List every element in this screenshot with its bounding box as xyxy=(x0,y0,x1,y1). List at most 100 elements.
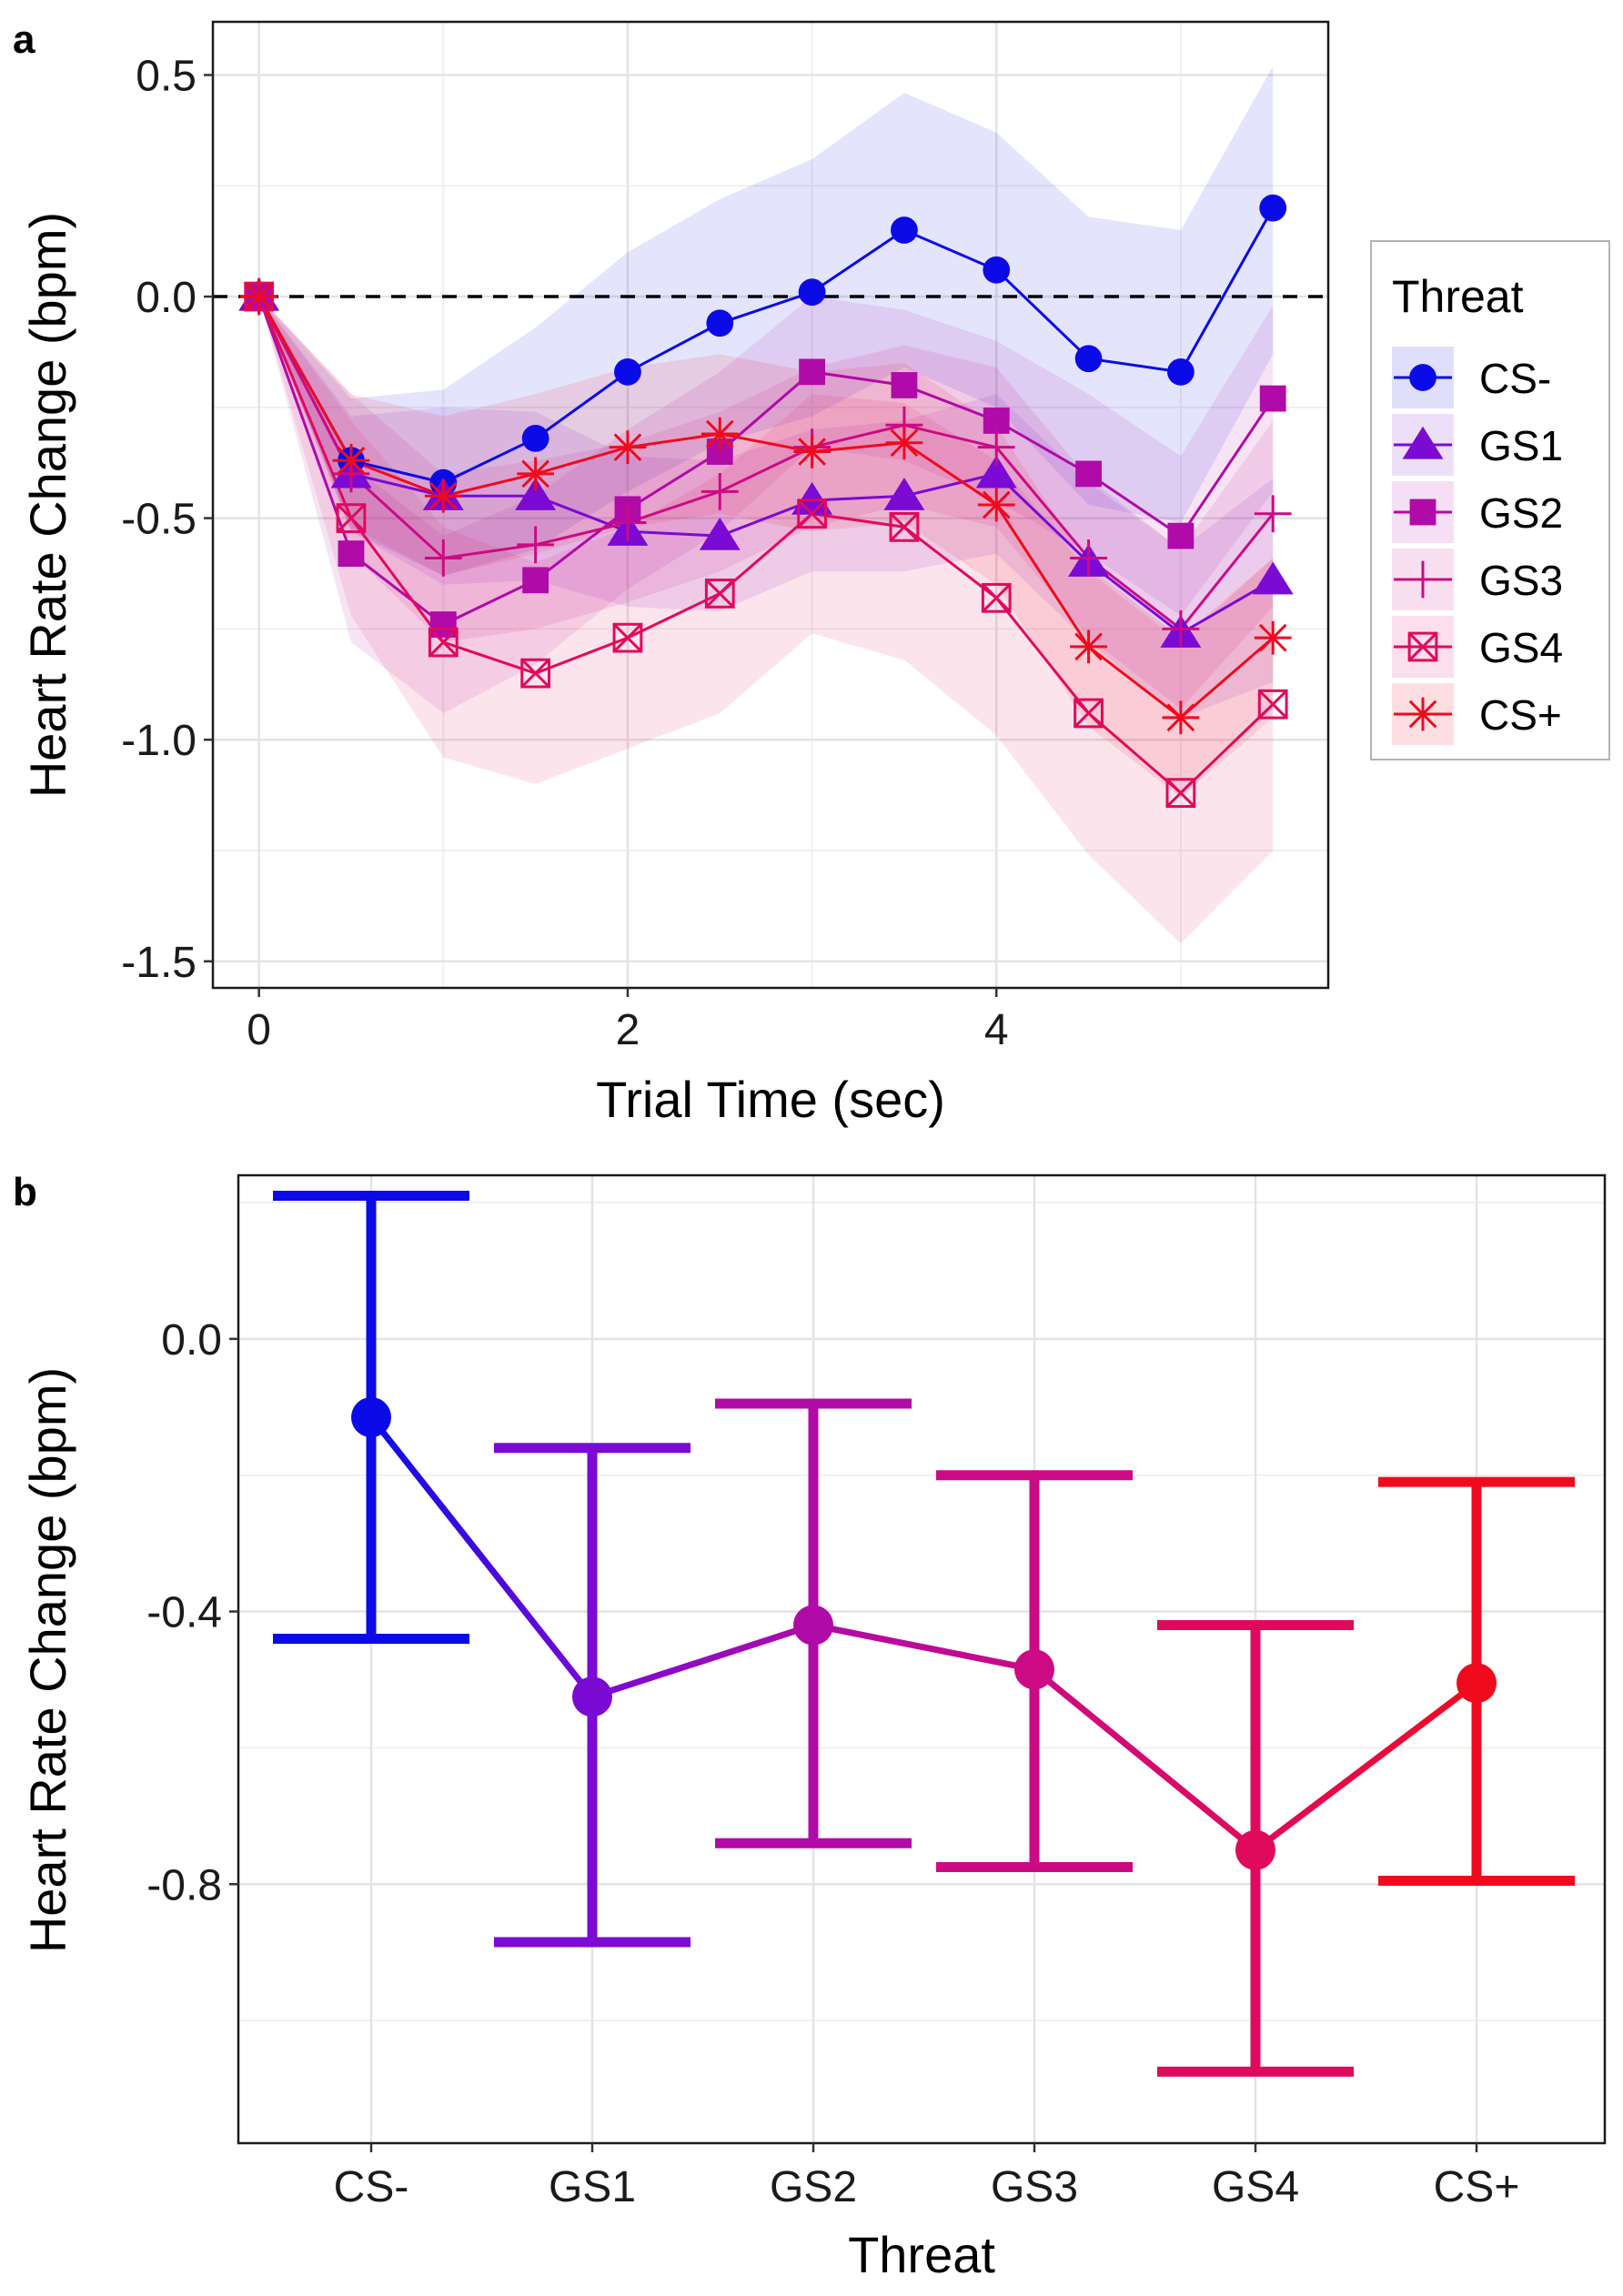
x-tick-label: GS1 xyxy=(549,2163,636,2211)
x-tick-label: CS- xyxy=(334,2163,409,2211)
y-tick-label: -1.0 xyxy=(121,717,197,765)
point-CS+-4 xyxy=(609,430,647,465)
legend: Threat CS- GS1 GS2 GS3 GS4 CS+ xyxy=(1370,240,1610,760)
mean-point-GS1 xyxy=(572,1677,612,1717)
mean-point-GS4 xyxy=(1235,1829,1275,1870)
point-GS4-7 xyxy=(889,511,920,542)
point-CS+-0 xyxy=(240,279,278,314)
point-CS+-8 xyxy=(977,488,1015,522)
point-CS+-9 xyxy=(1070,629,1107,664)
y-tick-label: -0.8 xyxy=(146,1861,222,1909)
point-CS+-2 xyxy=(424,478,462,513)
y-tick-label: 0.5 xyxy=(136,52,197,100)
ribbon-CS+ xyxy=(258,297,1274,798)
y-tick-label: 0.0 xyxy=(136,274,197,322)
point-GS4-5 xyxy=(704,579,735,609)
x-tick-label: CS+ xyxy=(1434,2163,1520,2211)
point-GS4-2 xyxy=(428,627,459,658)
mean-point-CS+ xyxy=(1457,1663,1497,1704)
panel-b-x-title: Threat xyxy=(848,2226,995,2283)
x-tick-label: 0 xyxy=(247,1006,271,1054)
point-CS--4 xyxy=(614,357,641,386)
panel-a-ribbons xyxy=(258,65,1274,944)
point-GS4-1 xyxy=(336,503,367,533)
panel-b-mean-line xyxy=(368,1415,1479,1853)
panel-b-error-bars xyxy=(273,1190,1575,2077)
mean-point-CS- xyxy=(351,1397,391,1437)
point-GS2-10 xyxy=(1167,522,1195,549)
panel-a-markers xyxy=(238,194,1294,809)
legend-item-GS3: GS3 xyxy=(1392,549,1563,610)
point-GS2-11 xyxy=(1259,385,1286,412)
mean-segment-3 xyxy=(1032,1667,1258,1853)
legend-marker-GS1 xyxy=(1402,426,1444,459)
legend-item-GS2: GS2 xyxy=(1392,481,1563,543)
point-GS3-9 xyxy=(1070,539,1107,577)
panel-a: a 0.5 0.0 -0.5 -1.0 -1.5 0 2 4 Trial Time (sec… xyxy=(13,17,1610,1128)
point-GS4-6 xyxy=(797,498,827,529)
point-GS2-6 xyxy=(799,358,825,386)
point-GS1-6 xyxy=(791,481,833,515)
legend-label: CS- xyxy=(1479,355,1551,402)
legend-marker-GS4 xyxy=(1407,631,1438,662)
point-CS--5 xyxy=(706,309,734,337)
ribbon-GS3 xyxy=(258,297,1274,710)
point-CS+-11 xyxy=(1254,620,1292,655)
panel-a-y-ticks: 0.5 0.0 -0.5 -1.0 -1.5 xyxy=(121,52,213,987)
legend-marker-GS3 xyxy=(1404,560,1442,599)
x-tick-label: GS2 xyxy=(770,2163,857,2211)
point-CS--9 xyxy=(1074,345,1103,373)
point-GS3-3 xyxy=(517,526,555,564)
ribbon-GS4 xyxy=(258,297,1274,944)
point-GS4-9 xyxy=(1074,698,1104,729)
x-tick-label: 2 xyxy=(616,1006,640,1054)
point-GS1-5 xyxy=(699,517,741,550)
point-GS4-4 xyxy=(612,622,643,653)
legend-item-GS1: GS1 xyxy=(1392,414,1563,476)
point-CS--3 xyxy=(521,425,549,452)
panel-b-grid xyxy=(238,1175,1605,2143)
panel-b-y-title: Heart Rate Change (bpm) xyxy=(19,1367,76,1953)
legend-label: GS3 xyxy=(1479,557,1563,604)
legend-marker-GS2 xyxy=(1409,498,1437,526)
legend-item-GS4: GS4 xyxy=(1392,616,1563,678)
panel-a-label: a xyxy=(13,17,35,62)
x-tick-label: 4 xyxy=(984,1006,1009,1054)
point-CS+-7 xyxy=(885,426,923,460)
point-CS--11 xyxy=(1259,194,1287,222)
y-tick-label: 0.0 xyxy=(161,1316,222,1365)
legend-item-CS-: CS- xyxy=(1392,347,1551,408)
ribbon-GS1 xyxy=(258,297,1274,718)
legend-label: GS1 xyxy=(1479,422,1563,469)
point-CS--10 xyxy=(1167,357,1195,386)
point-GS4-3 xyxy=(520,658,551,689)
point-GS3-10 xyxy=(1162,610,1200,648)
point-CS+-10 xyxy=(1162,700,1200,735)
panel-b: b 0.0-0.4-0.8 CS- GS1 GS2 GS3 GS4 CS+ Threat … xyxy=(13,1170,1607,2283)
point-GS2-3 xyxy=(522,567,549,594)
x-tick-label: GS3 xyxy=(991,2163,1078,2211)
point-GS1-11 xyxy=(1252,561,1294,595)
point-CS+-6 xyxy=(793,435,831,468)
legend-item-CS+: CS+ xyxy=(1392,683,1562,745)
point-GS1-8 xyxy=(975,455,1017,488)
point-CS+-5 xyxy=(701,417,739,451)
series-line-GS2 xyxy=(257,296,1275,627)
point-GS3-2 xyxy=(424,539,462,577)
panel-a-x-title: Trial Time (sec) xyxy=(596,1071,945,1128)
panel-a-x-ticks: 0 2 4 xyxy=(247,988,1009,1054)
mean-segment-4 xyxy=(1253,1680,1479,1853)
point-GS3-8 xyxy=(977,428,1015,467)
mean-segment-0 xyxy=(368,1415,595,1699)
panel-b-x-ticks: CS- GS1 GS2 GS3 GS4 CS+ xyxy=(334,2143,1520,2211)
panel-a-y-title: Heart Rate Change (bpm) xyxy=(19,212,76,798)
panel-b-points xyxy=(351,1397,1497,1870)
legend-marker-CS- xyxy=(1409,364,1437,391)
panel-a-frame xyxy=(211,20,1330,990)
point-GS3-5 xyxy=(701,472,739,510)
legend-title: Threat xyxy=(1392,271,1524,322)
point-GS4-11 xyxy=(1257,689,1288,720)
point-CS--6 xyxy=(798,278,826,307)
point-GS1-7 xyxy=(883,477,925,510)
